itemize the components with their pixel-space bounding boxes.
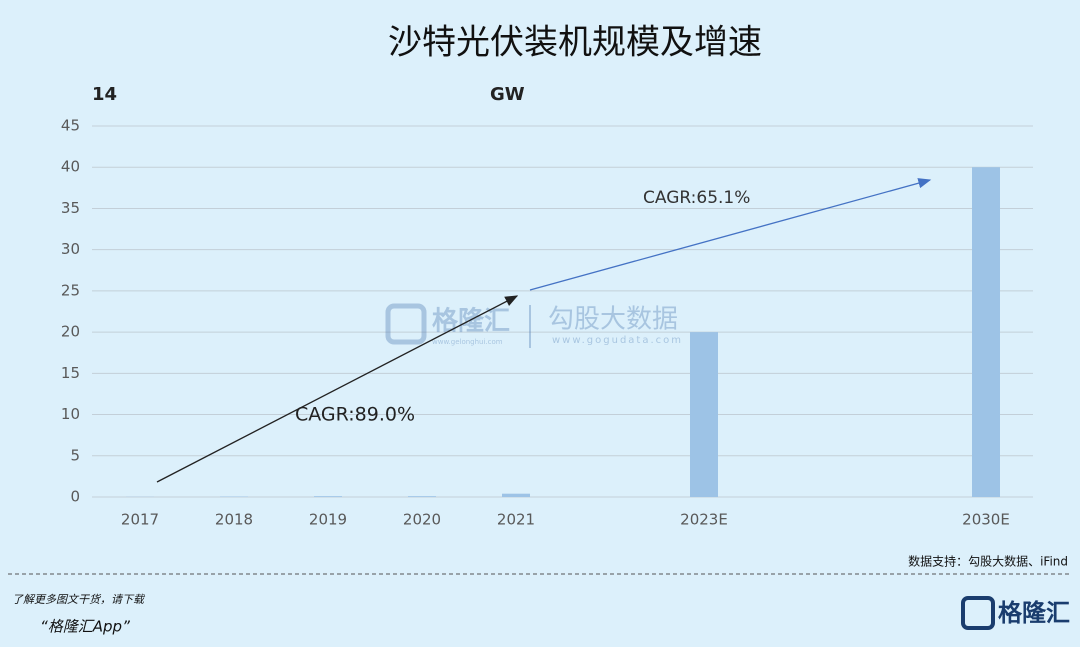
y-tick-label: 45 xyxy=(61,117,80,135)
bar xyxy=(972,167,1000,497)
grid: 0 5 10 15 20 25 30 35 40 45 xyxy=(61,117,1033,506)
watermark-name: 勾股大数据 xyxy=(548,305,678,335)
watermark-icon xyxy=(385,303,427,345)
watermark-url: www.gelonghui.com xyxy=(432,338,503,346)
y-tick-label: 40 xyxy=(61,158,80,176)
logo: 格隆汇 xyxy=(998,599,1070,627)
bar xyxy=(408,496,436,497)
bar xyxy=(314,496,342,497)
x-tick-label: 2018 xyxy=(215,511,253,529)
y-tick-label: 25 xyxy=(61,281,80,299)
bar xyxy=(690,332,718,497)
watermark: 格隆汇 www.gelonghui.com 勾股大数据 www.gogudata… xyxy=(385,303,683,348)
y-tick-label: 30 xyxy=(61,240,80,258)
x-tick-label: 2020 xyxy=(403,511,441,529)
chart-title: 沙特光伏装机规模及增速 xyxy=(388,23,762,63)
x-tick-label: 2023E xyxy=(680,511,728,529)
annotation: CAGR:65.1% xyxy=(643,188,750,208)
corner-label: 14 xyxy=(92,84,117,105)
footer-app: “格隆汇App” xyxy=(40,618,130,636)
unit-label: GW xyxy=(490,84,525,105)
plot: 2017 2018 2019 2020 2021 2023E 2030E xyxy=(121,167,1010,529)
y-tick-label: 20 xyxy=(61,323,80,341)
watermark-url: www.gogudata.com xyxy=(552,335,683,346)
arrow xyxy=(529,178,932,291)
arrow xyxy=(156,295,519,483)
source: 数据支持：勾股大数据、iFind xyxy=(908,554,1068,569)
x-tick-label: 2017 xyxy=(121,511,159,529)
y-tick-label: 10 xyxy=(61,405,80,423)
watermark-brand: 格隆汇 xyxy=(432,306,510,337)
x-tick-label: 2019 xyxy=(309,511,347,529)
footer-text: 了解更多图文干货，请下载 xyxy=(12,593,146,606)
annotation: CAGR:89.0% xyxy=(295,404,415,426)
y-tick-label: 5 xyxy=(70,446,80,464)
logo-icon xyxy=(961,596,995,630)
bar xyxy=(502,493,530,497)
y-tick-label: 15 xyxy=(61,364,80,382)
y-tick-label: 0 xyxy=(70,488,80,506)
x-tick-label: 2030E xyxy=(962,511,1010,529)
x-tick-label: 2021 xyxy=(497,511,535,529)
y-tick-label: 35 xyxy=(61,199,80,217)
